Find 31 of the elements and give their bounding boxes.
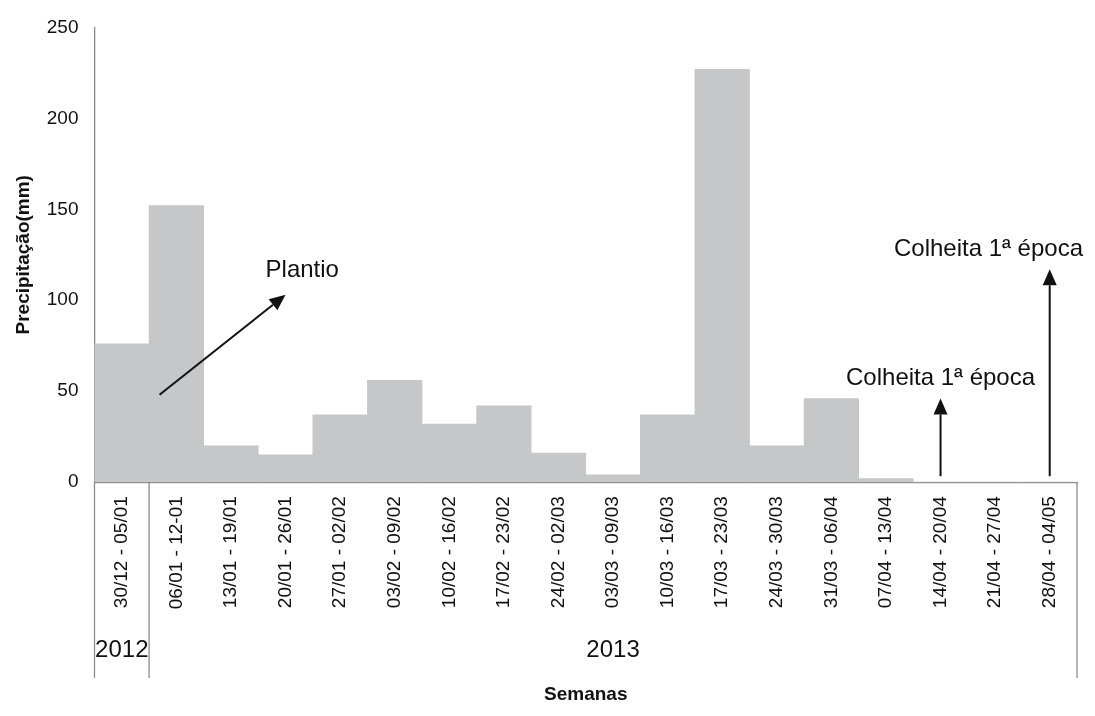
- y-tick-label: 250: [46, 15, 79, 37]
- x-tick-label: 17/03 - 23/03: [710, 496, 732, 609]
- annotation: Plantio: [265, 255, 339, 283]
- x-tick-label: 10/03 - 16/03: [655, 496, 677, 609]
- x-tick-label: 13/01 - 19/01: [219, 496, 241, 609]
- text: 2012: [95, 634, 149, 662]
- x-tick-label: 03/02 - 09/02: [382, 496, 404, 609]
- y-tick-label: 150: [46, 197, 79, 219]
- x-tick-label: 21/04 - 27/04: [983, 495, 1005, 609]
- text: 2013: [586, 634, 640, 662]
- x-tick-label: 27/01 - 02/02: [328, 496, 350, 609]
- x-tick-label: 14/04 - 20/04: [928, 495, 950, 609]
- annotation: Colheita 1ª época: [846, 363, 1036, 391]
- annotation: Colheita 1ª época: [893, 233, 1084, 261]
- x-tick-label: 03/03 - 09/03: [601, 496, 623, 609]
- x-tick-label: 07/04 - 13/04: [874, 495, 896, 609]
- y-tick-label: 200: [46, 106, 79, 128]
- y-axis-title: Precipitação(mm): [11, 175, 33, 335]
- y-tick-label: 50: [57, 379, 79, 401]
- x-tick-label: 20/01 - 26/01: [273, 496, 295, 609]
- x-tick-label: 24/02 - 02/03: [546, 496, 568, 609]
- x-tick-label: 24/03 - 30/03: [765, 496, 787, 609]
- y-tick-label: 100: [46, 288, 79, 310]
- x-tick-label: 17/02 - 23/02: [492, 496, 514, 609]
- x-tick-label: 06/01 - 12-01: [164, 496, 186, 610]
- x-axis-title: Semanas: [544, 682, 628, 704]
- x-tick-label: 31/03 - 06/04: [819, 495, 841, 609]
- x-tick-label: 30/12 - 05/01: [110, 496, 132, 609]
- x-tick-label: 10/02 - 16/02: [437, 496, 459, 609]
- y-tick-label: 0: [67, 470, 79, 492]
- x-tick-label: 28/04 - 04/05: [1037, 496, 1059, 609]
